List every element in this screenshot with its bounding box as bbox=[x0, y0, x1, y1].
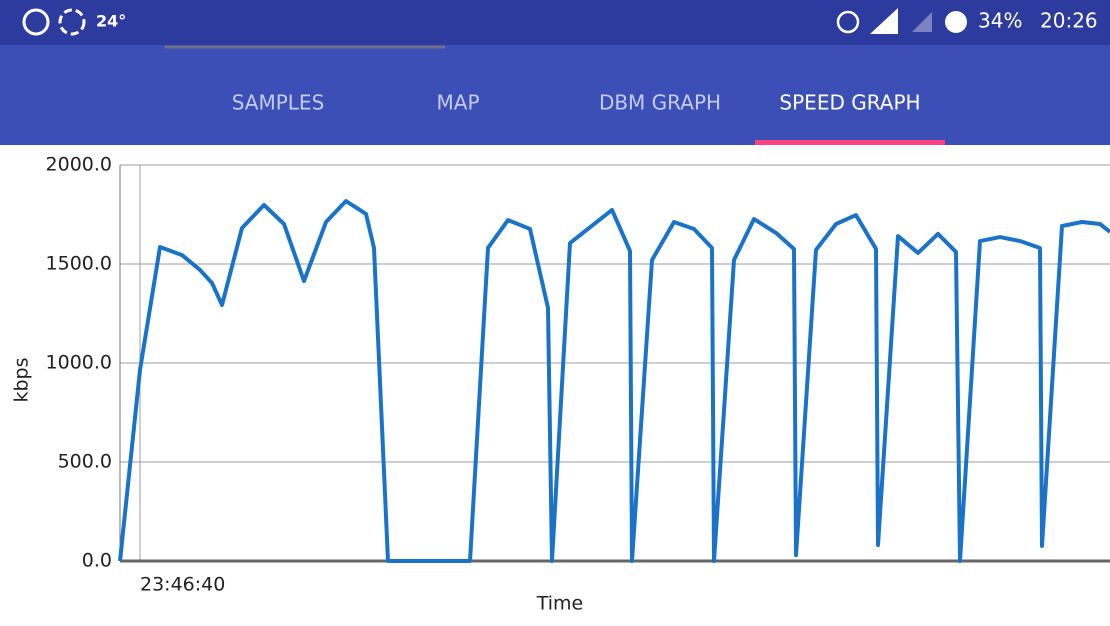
x-axis-label: Time bbox=[536, 593, 584, 615]
signal-icon bbox=[912, 12, 932, 32]
battery-icon bbox=[945, 11, 967, 33]
wifi-icon bbox=[870, 8, 898, 34]
y-tick-label: 0.0 bbox=[82, 550, 112, 572]
tab[interactable]: SAMPLES bbox=[232, 91, 325, 115]
tab-bar bbox=[0, 45, 1110, 145]
viber-icon bbox=[22, 8, 50, 36]
y-tick-label: 2000.0 bbox=[46, 154, 112, 176]
tab[interactable]: DBM GRAPH bbox=[599, 91, 721, 115]
alarm-icon bbox=[836, 10, 860, 34]
status-bar bbox=[0, 0, 1110, 45]
y-tick-label: 500.0 bbox=[58, 451, 112, 473]
y-axis-label: kbps bbox=[11, 357, 33, 402]
tab[interactable]: SPEED GRAPH bbox=[779, 91, 920, 115]
clock: 20:26 bbox=[1040, 9, 1098, 33]
battery-level: 34% bbox=[978, 9, 1022, 33]
x-tick-label: 23:46:40 bbox=[140, 574, 225, 596]
tab-indicator bbox=[755, 140, 945, 145]
tab[interactable]: MAP bbox=[437, 91, 480, 115]
app-icon bbox=[58, 8, 86, 36]
y-tick-label: 1500.0 bbox=[46, 253, 112, 275]
temperature: 24° bbox=[96, 12, 126, 31]
speed-line bbox=[118, 199, 1110, 563]
y-tick-label: 1000.0 bbox=[46, 352, 112, 374]
